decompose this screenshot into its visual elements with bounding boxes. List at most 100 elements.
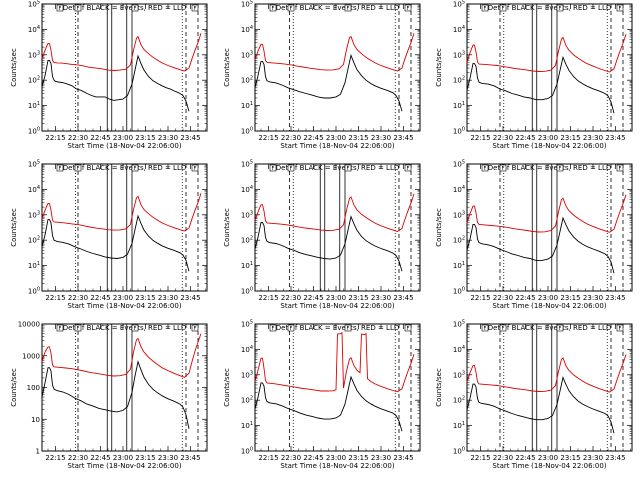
x-tick-label: 22:30 [281,134,301,142]
series-lld-line [41,333,202,378]
y-tick-label: 104 [453,345,465,354]
y-tick-label: 104 [241,25,253,34]
x-tick-label: 23:30 [371,454,391,462]
y-axis-label: Counts/sec [223,48,231,87]
y-axis-label: Counts/sec [10,208,18,247]
flag-mark: F [77,326,80,332]
y-tick-label: 100 [453,287,465,296]
y-tick-label: 105 [241,0,253,9]
flag-mark: F [347,326,350,332]
flag-mark: F [484,326,487,332]
y-tick-label: 104 [241,345,253,354]
flag-box [56,164,64,172]
series-events-line [41,214,190,272]
x-tick-label: 23:15 [135,134,155,142]
x-tick-label: 23:15 [560,134,580,142]
plot-panel-9: Det 9f BLACK = Events, RED = LLD 100 101 10… [435,320,633,470]
series-lld-line [254,332,415,393]
plot-frame [254,323,421,452]
y-tick-label: 100 [241,447,253,456]
x-tick-label: 23:45 [605,454,625,462]
y-axis-label: Counts/sec [223,368,231,407]
flag-mark: F [290,326,293,332]
plot-panel-6: Det 6f BLACK = Events, RED = LLD 100 101 10… [435,160,633,310]
y-tick-label: 101 [241,261,253,270]
x-axis-label: Start Time (18-Nov-04 22:06:00) [67,462,181,470]
flag-box [191,324,199,332]
x-axis-label: Start Time (18-Nov-04 22:06:00) [492,142,606,150]
x-tick-label: 23:45 [605,294,625,302]
flag-box [131,324,139,332]
plot-title: Det 7f BLACK = Events, RED = LLD [63,324,186,332]
plot-title: Det 6f BLACK = Events, RED = LLD [488,164,611,172]
flag-box [269,324,277,332]
plot-frame [466,323,633,452]
plot-frame [41,163,208,292]
x-tick-label: 23:00 [538,134,558,142]
flag-box [74,4,82,12]
y-tick-label: 102 [28,76,40,85]
y-tick-label: 102 [241,236,253,245]
y-tick-label: 100 [27,384,40,392]
flag-box [556,4,564,12]
x-tick-label: 22:30 [493,134,513,142]
y-tick-label: 104 [241,185,253,194]
x-tick-label: 22:45 [515,134,535,142]
y-tick-label: 101 [241,421,253,430]
y-tick-label: 104 [28,185,40,194]
flag-mark: F [347,166,350,172]
x-tick-label: 22:45 [90,294,110,302]
flag-box [56,324,64,332]
x-tick-label: 23:15 [348,294,368,302]
y-tick-label: 101 [453,101,465,110]
x-tick-label: 23:15 [348,454,368,462]
x-tick-label: 23:45 [393,454,413,462]
flag-mark: F [134,326,137,332]
y-tick-label: 103 [241,210,253,219]
series-events-line [466,376,615,434]
x-axis-label: Start Time (18-Nov-04 22:06:00) [492,462,606,470]
plot-panel-1: Det 1f BLACK = Events, RED = LLD 100 101 10… [10,0,208,150]
x-tick-label: 23:00 [113,134,133,142]
flag-box [556,324,564,332]
plot-title: Det 2f BLACK = Events, RED = LLD [276,4,399,12]
y-tick-label: 101 [241,101,253,110]
y-tick-label: 102 [241,76,253,85]
y-tick-label: 100 [241,287,253,296]
y-tick-label: 103 [453,370,465,379]
x-axis-label: Start Time (18-Nov-04 22:06:00) [67,302,181,310]
flag-box [481,324,489,332]
plot-frame [254,3,421,132]
x-tick-label: 22:30 [281,294,301,302]
series-lld-line [466,354,627,393]
y-tick-label: 100 [453,127,465,136]
flag-box [344,4,352,12]
y-tick-label: 103 [28,50,40,59]
y-tick-label: 10 [31,416,40,424]
flag-box [287,164,295,172]
y-axis-label: Counts/sec [435,368,443,407]
plot-title: Det 1f BLACK = Events, RED = LLD [63,4,186,12]
x-tick-label: 22:30 [281,454,301,462]
y-tick-label: 105 [241,160,253,169]
x-tick-label: 22:15 [470,454,490,462]
x-tick-label: 23:30 [583,294,603,302]
y-tick-label: 102 [241,396,253,405]
flag-mark: F [134,6,137,12]
y-axis-label: Counts/sec [10,368,18,407]
x-tick-label: 23:15 [560,294,580,302]
y-tick-label: 105 [241,320,253,329]
series-lld-line [41,193,202,232]
plot-panel-4: Det 4f BLACK = Events, RED = LLD 100 101 10… [10,160,208,310]
x-tick-label: 23:15 [348,134,368,142]
y-tick-label: 105 [453,320,465,329]
series-events-line [466,55,615,114]
flag-box [616,164,624,172]
plot-title: Det 3f BLACK = Events, RED = LLD [488,4,611,12]
flag-box [344,164,352,172]
y-tick-label: 104 [28,25,40,34]
series-events-line [254,53,403,112]
flag-mark: F [502,326,505,332]
series-lld-line [466,34,627,73]
x-axis-label: Start Time (18-Nov-04 22:06:00) [280,302,394,310]
